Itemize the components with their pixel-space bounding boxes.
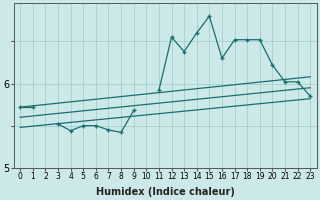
X-axis label: Humidex (Indice chaleur): Humidex (Indice chaleur) [96,187,235,197]
